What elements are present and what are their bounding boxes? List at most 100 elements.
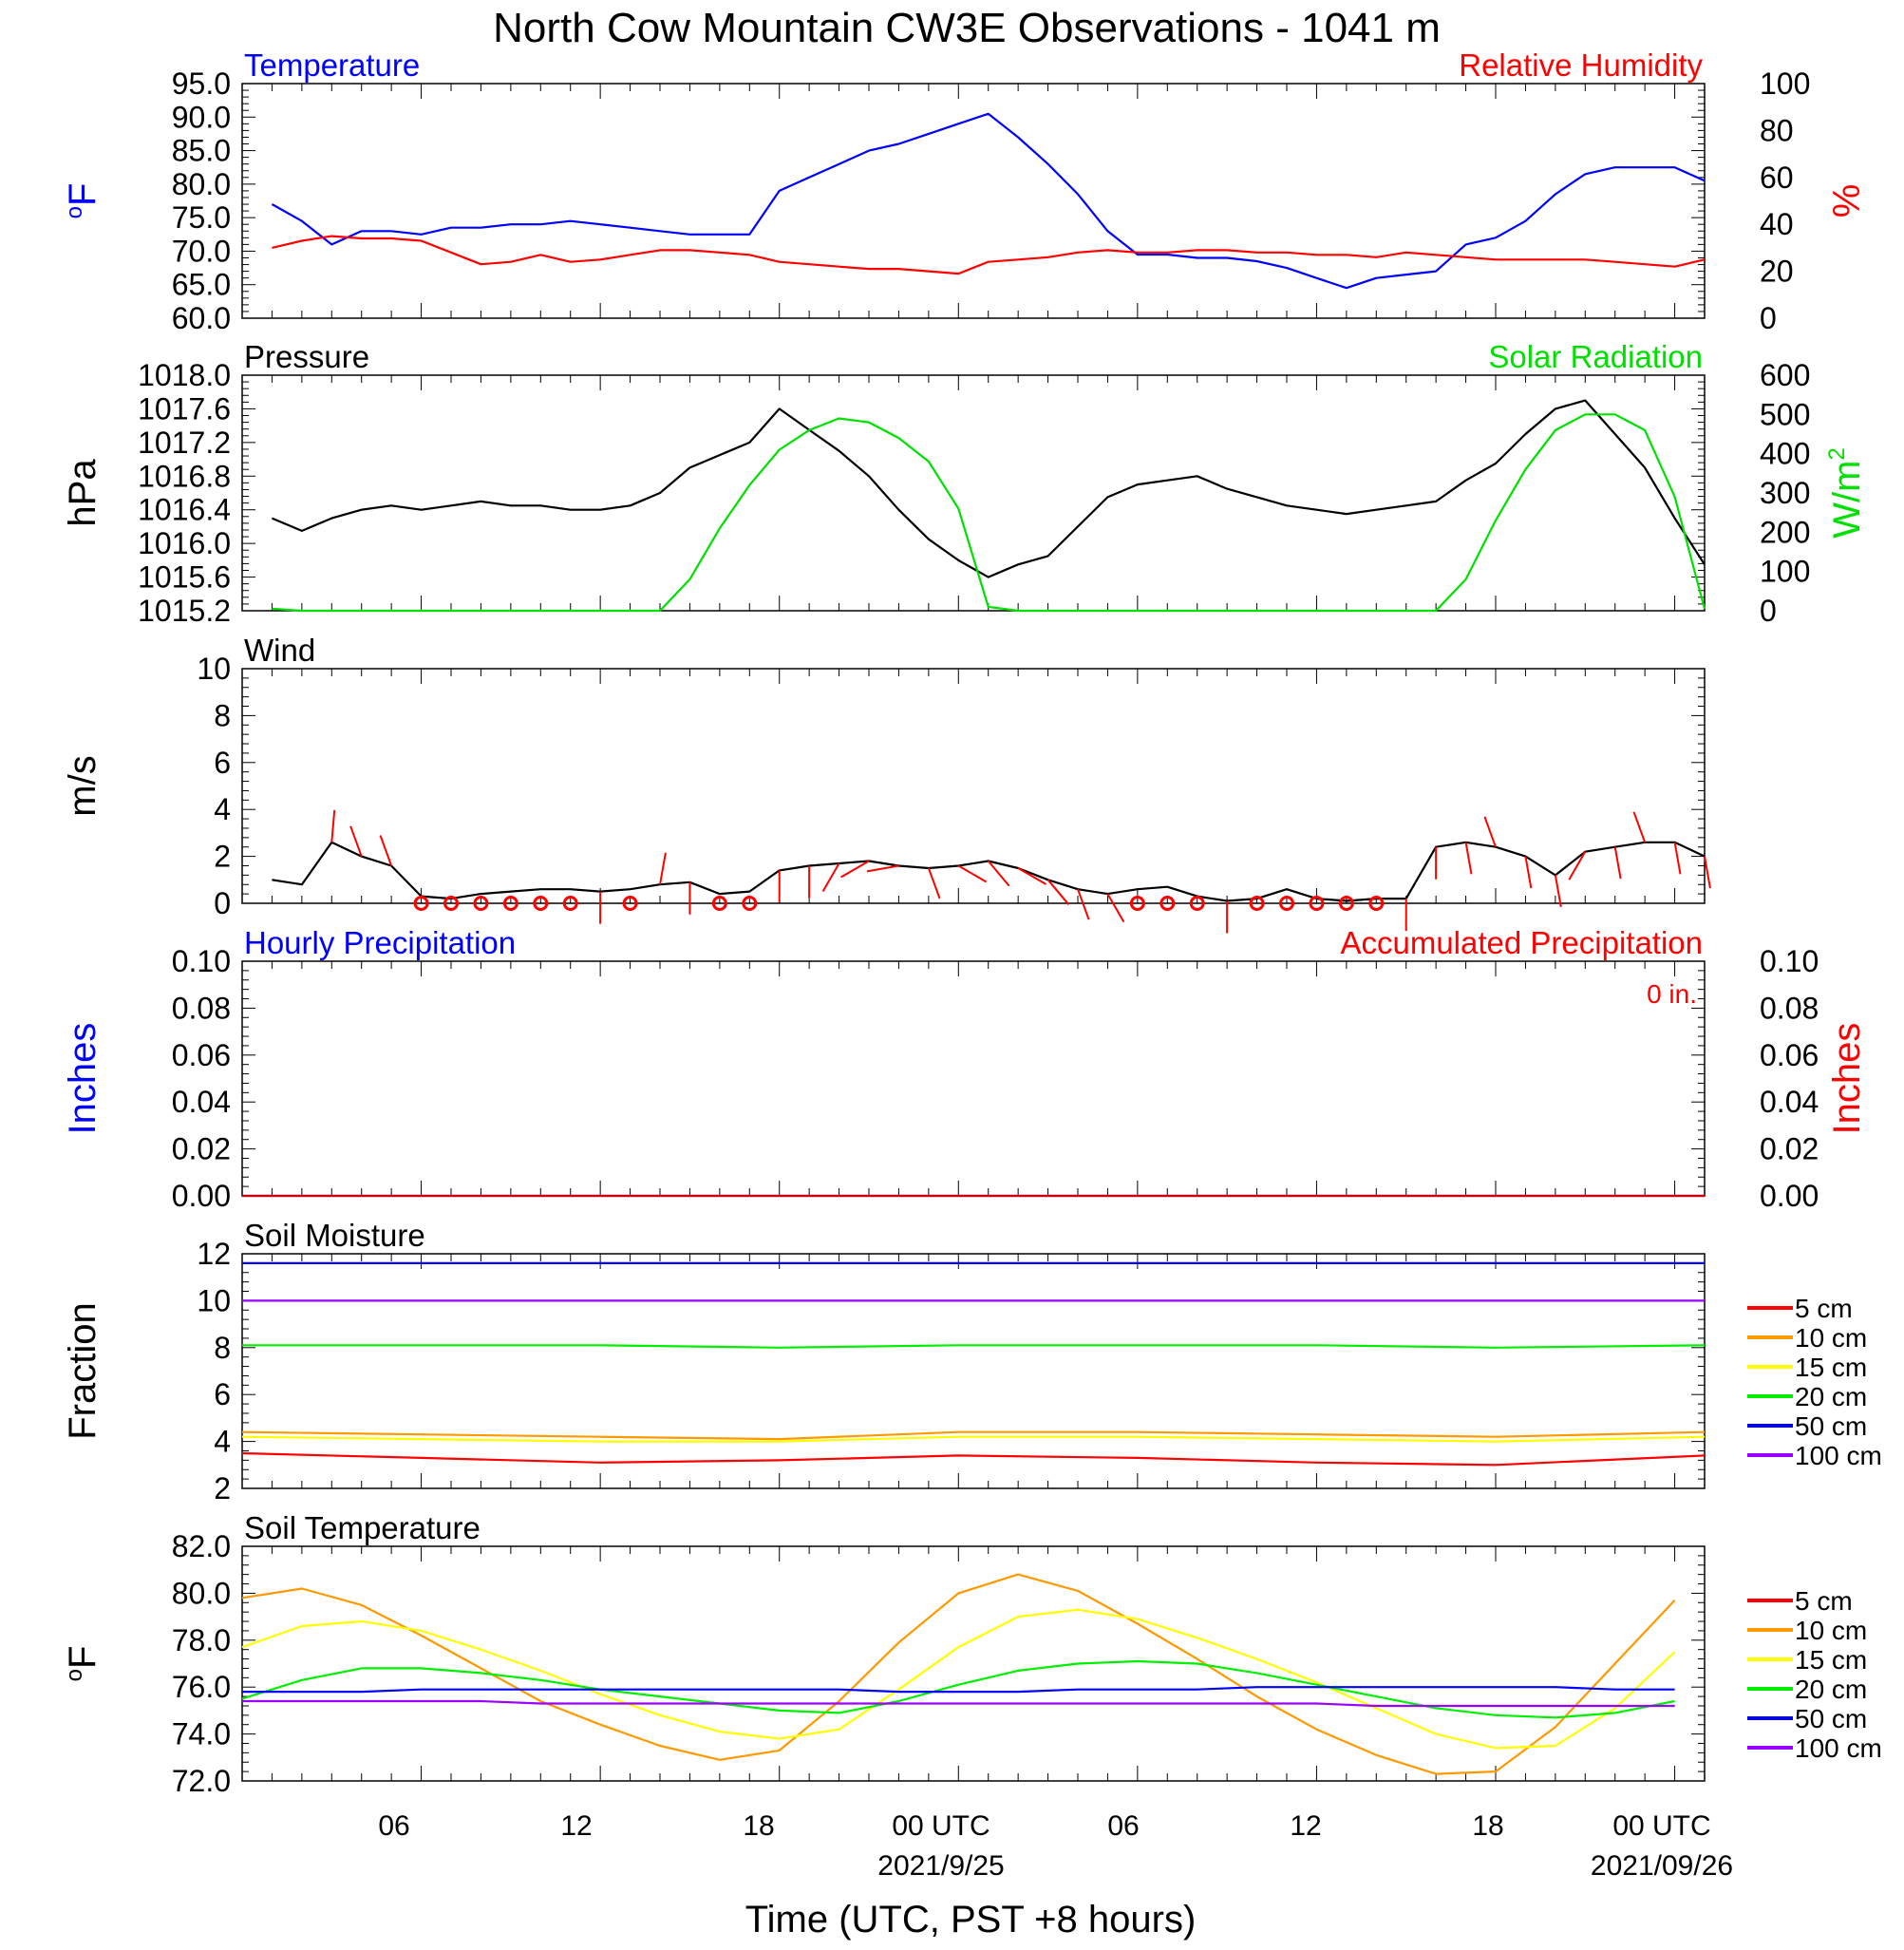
y-tick-label-right: 0 (1760, 594, 1777, 628)
panel-title-right: Solar Radiation (1488, 339, 1703, 374)
series-line (241, 1430, 1706, 1441)
y-tick-label-right: 0 (1760, 301, 1777, 335)
panel-pressure-solar: 1018.01017.61017.21016.81016.41016.01015… (62, 339, 1868, 628)
y-tick-label-left: 0.02 (172, 1132, 231, 1166)
y-tick-label-left: 0.06 (172, 1038, 231, 1072)
x-tick-label: 06 (378, 1810, 409, 1842)
plot-frame (241, 83, 1706, 319)
legend-label: 50 cm (1795, 1411, 1867, 1441)
plot-frame (241, 374, 1706, 612)
wind-barb (1704, 856, 1711, 889)
wind-barb (330, 809, 336, 842)
series-line (241, 1608, 1676, 1750)
y-tick-label-right: 80 (1760, 113, 1794, 147)
wind-barb (927, 867, 941, 899)
panel-title-left: Hourly Precipitation (244, 925, 516, 960)
legend-label: 10 cm (1795, 1616, 1867, 1645)
wind-barb (1077, 888, 1090, 920)
y-tick-label-left: 6 (214, 746, 231, 780)
calm-wind-marker (1338, 896, 1354, 911)
y-tick-label-left: 1015.2 (138, 594, 231, 628)
y-tick-label-left: 0.10 (172, 944, 231, 978)
calm-wind-marker (711, 896, 727, 911)
y-tick-label-right: 300 (1760, 476, 1810, 510)
y-tick-label-left: 80.0 (172, 1576, 231, 1610)
y-tick-label-left: 78.0 (172, 1623, 231, 1657)
y-tick-label-right: 200 (1760, 515, 1810, 549)
y-tick-label-left: 0.08 (172, 991, 231, 1025)
series-line (241, 1573, 1676, 1775)
y-tick-label-right: 0.06 (1760, 1038, 1819, 1072)
series-line (241, 1435, 1706, 1443)
y-tick-label-left: 85.0 (172, 134, 231, 168)
x-tick-label: 12 (1290, 1810, 1321, 1842)
y-axis-label-right: % (1826, 184, 1868, 218)
wind-barb (1464, 842, 1473, 875)
panel-precipitation: 0.10 0.08 0.06 0.04 0.02 0.00 0.10 0.08 0.06 0.04… (62, 925, 1868, 1213)
calm-wind-marker (502, 896, 518, 911)
y-tick-label-left: 4 (214, 1425, 231, 1459)
wind-barb (1673, 842, 1682, 875)
legend-label: 100 cm (1795, 1733, 1882, 1763)
wind-barb (957, 864, 988, 883)
y-axis-label-left: oF (62, 183, 104, 219)
y-tick-label-left: 65.0 (172, 268, 231, 302)
y-axis-label-left: oF (62, 1646, 104, 1682)
legend-label: 10 cm (1795, 1323, 1867, 1353)
legend-label: 15 cm (1795, 1353, 1867, 1382)
calm-wind-marker (473, 896, 489, 911)
y-tick-label-left: 0.00 (172, 1179, 231, 1213)
y-axis-label-left: Inches (62, 1023, 104, 1135)
y-tick-label-right: 500 (1760, 397, 1810, 431)
x-tick-label: 06 (1107, 1810, 1139, 1842)
calm-wind-marker (622, 896, 638, 911)
y-tick-label-right: 100 (1760, 66, 1810, 101)
calm-wind-marker (1249, 896, 1265, 911)
wind-barb (821, 862, 840, 892)
wind-barb (379, 835, 393, 866)
calm-wind-marker (1189, 896, 1205, 911)
calm-wind-marker (1309, 896, 1325, 911)
wind-barb (1017, 867, 1047, 885)
x-date-label: 2021/09/26 (1591, 1850, 1733, 1882)
wind-barb (1632, 811, 1647, 843)
series-line (241, 1659, 1675, 1719)
y-tick-label-left: 60.0 (172, 301, 231, 335)
calm-wind-marker (742, 896, 758, 911)
y-axis-label-left: hPa (62, 459, 104, 527)
y-tick-label-left: 8 (214, 698, 231, 732)
calm-wind-marker (1129, 896, 1145, 911)
y-tick-label-left: 10 (197, 1283, 231, 1317)
x-tick-label: 00 UTC (1612, 1810, 1710, 1842)
legend-label: 50 cm (1795, 1704, 1867, 1733)
y-tick-label-left: 74.0 (172, 1717, 231, 1751)
calm-wind-marker (1159, 896, 1176, 911)
y-tick-label-right: 400 (1760, 437, 1810, 471)
y-axis-label-left: m/s (62, 755, 104, 816)
legend-label: 20 cm (1795, 1382, 1867, 1411)
figure-title: North Cow Mountain CW3E Observations - 1… (493, 5, 1441, 51)
y-tick-label-right: 600 (1760, 358, 1810, 392)
series-line (242, 1344, 1706, 1349)
y-tick-label-left: 80.0 (172, 167, 231, 201)
series-line (241, 1451, 1706, 1467)
y-tick-label-left: 76.0 (172, 1670, 231, 1704)
series-line (271, 112, 1706, 290)
plot-frame (241, 1253, 1706, 1489)
y-tick-label-right: 0.10 (1760, 944, 1819, 978)
panel-title-left: Soil Moisture (244, 1218, 425, 1253)
panel-title-right: Accumulated Precipitation (1340, 925, 1703, 960)
y-tick-label-left: 12 (197, 1237, 231, 1271)
y-tick-label-right: 20 (1760, 255, 1794, 289)
y-tick-label-left: 90.0 (172, 100, 231, 134)
y-tick-label-left: 1017.2 (138, 426, 231, 460)
calm-wind-marker (1279, 896, 1294, 911)
y-tick-label-left: 1016.0 (138, 526, 231, 560)
y-tick-label-left: 8 (214, 1331, 231, 1365)
y-axis-label-left: Fraction (62, 1302, 104, 1440)
y-tick-label-left: 70.0 (172, 234, 231, 268)
series-line (242, 1686, 1675, 1694)
y-tick-label-left: 95.0 (172, 66, 231, 101)
